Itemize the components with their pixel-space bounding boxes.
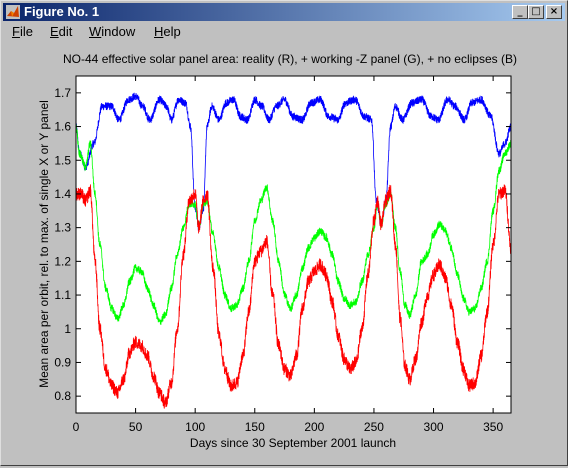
x-tick-label: 0	[73, 420, 80, 434]
y-tick-label: 1.2	[54, 254, 71, 268]
figure-canvas: NO-44 effective solar panel area: realit…	[3, 41, 565, 463]
window-title: Figure No. 1	[24, 4, 100, 19]
y-tick-label: 1	[64, 322, 71, 336]
x-tick-label: 50	[129, 420, 143, 434]
menu-help-label: elp	[163, 24, 181, 39]
axes-frame	[75, 75, 512, 414]
menu-window[interactable]: Window	[89, 24, 135, 40]
matlab-logo-icon	[6, 5, 20, 19]
title-bar[interactable]: Figure No. 1 _ □ ×	[3, 3, 565, 21]
menu-edit-label: dit	[58, 24, 73, 39]
menu-file[interactable]: File	[12, 24, 33, 40]
y-tick-label: 1.5	[54, 153, 71, 167]
chart-plot: NO-44 effective solar panel area: realit…	[37, 52, 517, 450]
series-line-blue	[75, 92, 512, 231]
menu-file-label: ile	[19, 24, 33, 39]
menu-file-accelerator: F	[12, 24, 20, 39]
x-axis-label: Days since 30 September 2001 launch	[190, 436, 396, 450]
y-tick-label: 1.4	[54, 187, 71, 201]
y-axis-label: Mean area per orbit, rel. to max. of sin…	[37, 100, 51, 388]
series-line-red	[75, 184, 512, 409]
y-tick-label: 1.7	[54, 86, 71, 100]
y-tick-label: 0.8	[54, 389, 71, 403]
close-button[interactable]: ×	[546, 5, 562, 19]
menu-window-accelerator: W	[89, 24, 102, 39]
x-tick-label: 100	[185, 420, 205, 434]
menu-edit[interactable]: Edit	[50, 24, 72, 40]
menu-help[interactable]: Help	[154, 24, 181, 40]
y-tick-label: 1.3	[54, 221, 71, 235]
series-layer	[75, 92, 512, 409]
menu-window-label: indow	[101, 24, 136, 39]
x-tick-label: 350	[483, 420, 503, 434]
menu-edit-accelerator: E	[50, 24, 59, 39]
y-tick-label: 1.1	[54, 288, 71, 302]
menu-bar: File Edit Window Help	[3, 22, 565, 41]
x-tick-label: 200	[304, 420, 324, 434]
chart-title: NO-44 effective solar panel area: realit…	[63, 52, 517, 66]
minimize-button[interactable]: _	[512, 5, 528, 19]
tick-layer: 0 50 100 150 200 250 300 350 0.8 0.9 1 1.1 1.2 1.3 1.4…	[54, 76, 511, 434]
series-line-green	[75, 124, 512, 326]
x-tick-label: 300	[424, 420, 444, 434]
menu-help-accelerator: H	[154, 24, 164, 39]
maximize-button[interactable]: □	[528, 5, 544, 19]
y-tick-label: 0.9	[54, 355, 71, 369]
y-tick-label: 1.6	[54, 120, 71, 134]
x-tick-label: 150	[245, 420, 265, 434]
x-tick-label: 250	[364, 420, 384, 434]
